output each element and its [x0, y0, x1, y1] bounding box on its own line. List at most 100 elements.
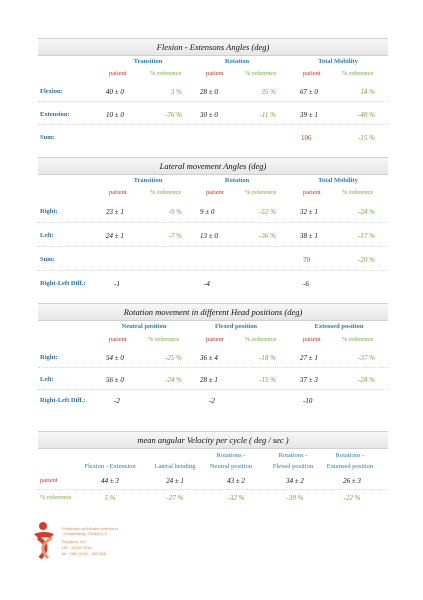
cell: 3 % [170, 88, 182, 96]
cell: 30 ± 0 [200, 111, 218, 119]
cell: 40 ± 0 [106, 88, 124, 96]
row-label-left: Left: [40, 376, 54, 383]
footer-line2: i rehabilitaciju TRIANGLE [62, 531, 108, 536]
footer-line4: HR - 52100 Pula [62, 545, 92, 550]
cell: 32 ± 1 [300, 208, 318, 216]
cell: -20 % [358, 256, 375, 264]
group-neutral: Neutral position [121, 323, 167, 330]
col-line1: Rotations - [278, 452, 308, 459]
cell: 26 ± 3 [343, 477, 361, 485]
cell: -10 [303, 397, 313, 405]
cell: -76 % [165, 111, 182, 119]
cell: -9 % [168, 208, 182, 216]
sum-value: 70 [303, 256, 310, 264]
cell: -24 % [358, 376, 375, 384]
group-transition: Transition [133, 177, 163, 184]
cell: 37 ± 3 [300, 376, 318, 384]
row-label-diff: Right-Left Diff.: [40, 397, 86, 404]
clinic-logo [30, 520, 70, 560]
group-rotation: Rotation [224, 58, 250, 65]
row-label-right: Right: [40, 354, 58, 361]
cell: -40 % [358, 111, 375, 119]
footer-line3: Rizzijeva 15/I [62, 539, 86, 544]
col-reference: % reference [148, 336, 180, 343]
col-reference: % reference [342, 189, 374, 196]
cell: 39 ± 1 [300, 111, 318, 119]
col-patient: patient [303, 189, 321, 196]
group-total-mobility: Total Mobility [318, 58, 358, 65]
cell: 10 ± 0 [106, 111, 124, 119]
row-label-sum: Sum: [40, 256, 55, 263]
group-extensed: Extensed position [314, 323, 364, 330]
col-patient: patient [109, 189, 127, 196]
col-line2: Flexed position [272, 463, 314, 470]
sum-value: 106 [301, 134, 312, 142]
col-patient: patient [206, 70, 224, 77]
cell: -22 % [343, 494, 361, 502]
cell: 24 ± 1 [106, 232, 124, 240]
group-transition: Transition [133, 58, 163, 65]
cell: 23 ± 1 [106, 208, 124, 216]
col-reference: % reference [150, 70, 182, 77]
col-patient: patient [303, 336, 321, 343]
group-flexed: Flexed position [214, 323, 258, 330]
cell: -11 % [259, 111, 276, 119]
col-reference: % reference [245, 336, 277, 343]
cell: 14 % [360, 88, 375, 96]
cell: -15 % [259, 376, 276, 384]
cell: 9 ± 0 [200, 208, 215, 216]
col-reference: % reference [245, 189, 277, 196]
cell: -52 % [259, 208, 276, 216]
footer-line1: Poliklinika za fizikalnu medicinu [62, 526, 118, 531]
col-patient: patient [109, 70, 127, 77]
col-patient: patient [109, 336, 127, 343]
cell: -36 % [259, 232, 276, 240]
cell: -18 % [259, 354, 276, 362]
section-title-rotation: Rotation movement in different Head posi… [38, 303, 388, 321]
cell: 28 ± 1 [200, 376, 218, 384]
cell: 34 ± 2 [286, 477, 304, 485]
cell: -24 % [165, 376, 182, 384]
cell: -2 [209, 397, 215, 405]
col-line1: Rotations - [216, 452, 246, 459]
row-label-flexion: Flexion: [40, 88, 63, 95]
footer-line5: tel. +385 (0)52 - 383 888 [62, 551, 106, 556]
cell: 56 ± 0 [106, 376, 124, 384]
row-label-reference: % reference [40, 494, 72, 501]
col-line2: Lateral bending [154, 463, 196, 470]
cell: -24 % [358, 208, 375, 216]
group-total-mobility: Total Mobility [318, 177, 358, 184]
col-line1: Rotations - [335, 452, 365, 459]
cell: 27 ± 1 [300, 354, 318, 362]
cell: -17 % [358, 232, 375, 240]
cell: -7 % [168, 232, 182, 240]
col-line2: Neutral position [209, 463, 253, 470]
cell: -39 % [286, 494, 304, 502]
row-label-right: Right: [40, 208, 58, 215]
cell: -32 % [227, 494, 245, 502]
cell: -37 % [358, 354, 375, 362]
row-label-sum: Sum: [40, 134, 55, 141]
cell: 67 ± 0 [300, 88, 318, 96]
col-patient: patient [303, 70, 321, 77]
cell: 35 % [261, 88, 276, 96]
cell: -6 [303, 280, 309, 288]
cell: 28 ± 0 [200, 88, 218, 96]
section-title-lateral: Lateral movement Angles (deg) [38, 157, 388, 175]
cell: 44 ± 3 [101, 477, 119, 485]
cell: -27 % [166, 494, 184, 502]
cell: 38 ± 1 [300, 232, 318, 240]
cell: 13 ± 0 [200, 232, 218, 240]
row-label-left: Left: [40, 232, 54, 239]
section-title-flexion: Flexion - Extensons Angles (deg) [38, 38, 388, 56]
col-line2: Extensed position [326, 463, 374, 470]
section-title-velocity: mean angular Velocity per cycle ( deg / … [38, 431, 388, 449]
col-patient: patient [206, 336, 224, 343]
cell: 43 ± 2 [227, 477, 245, 485]
cell: 36 ± 4 [200, 354, 218, 362]
col-line2: Flexion - Extension [84, 463, 136, 470]
cell: 5 % [104, 494, 116, 502]
cell: -4 [204, 280, 210, 288]
row-label-extension: Extension: [40, 111, 70, 118]
row-label-diff: Right-Left Diff.: [40, 280, 86, 287]
